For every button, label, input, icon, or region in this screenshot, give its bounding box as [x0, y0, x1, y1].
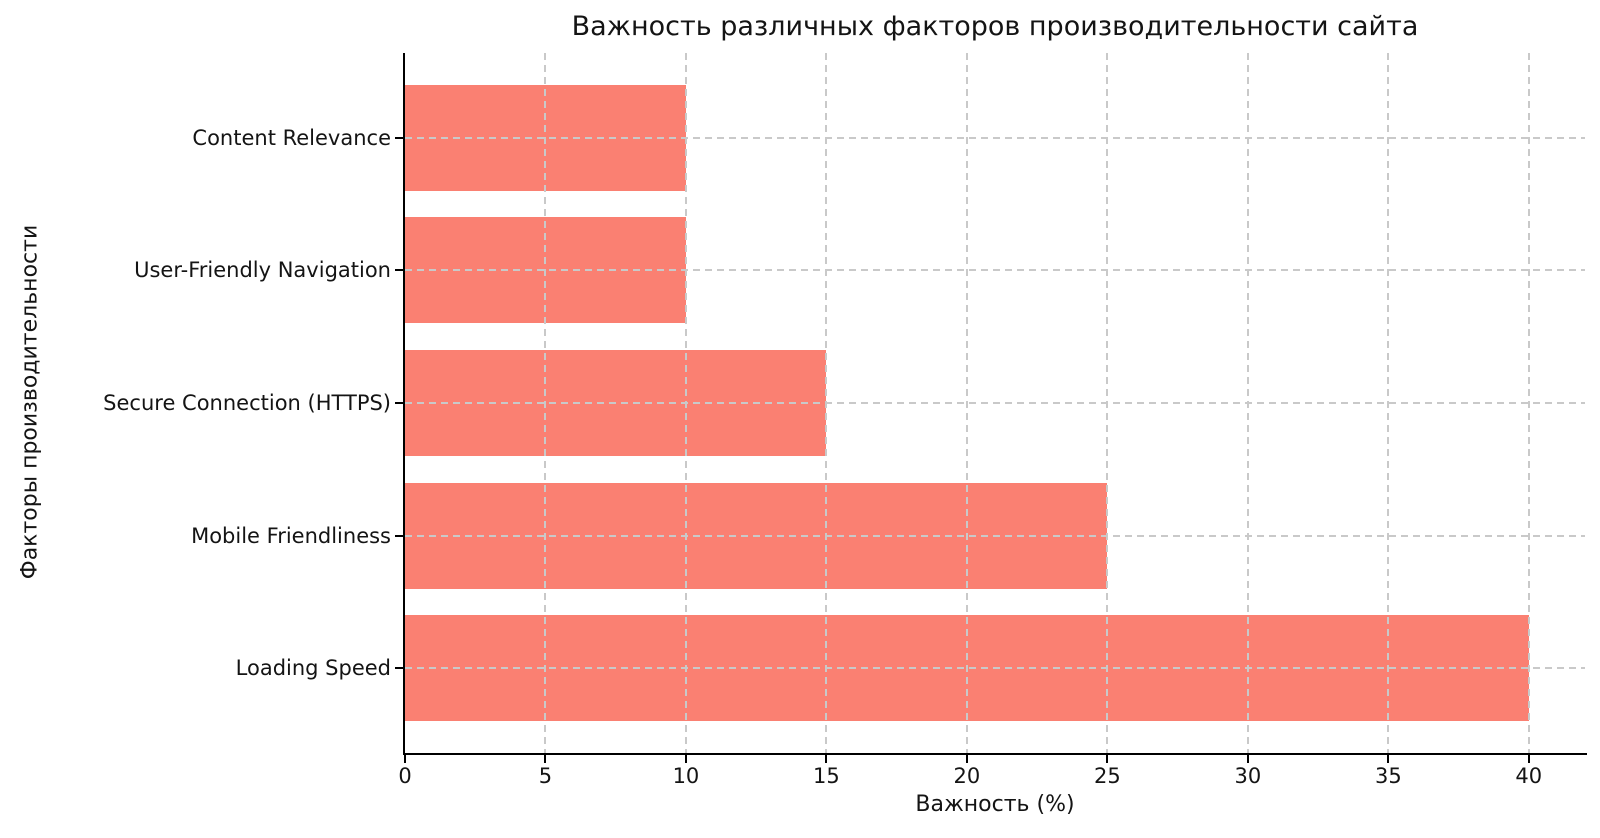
y-tick-mark [395, 402, 403, 404]
y-tick-label: Loading Speed [235, 656, 391, 681]
x-tick-label: 20 [953, 764, 981, 788]
grid-line-horizontal [405, 667, 1585, 670]
y-tick-label: Mobile Friendliness [191, 523, 391, 548]
x-tick-label: 35 [1374, 764, 1402, 788]
x-tick-label: 0 [398, 764, 412, 788]
y-tick-label: User-Friendly Navigation [134, 258, 391, 283]
plot-area [405, 53, 1585, 753]
x-tick-mark [404, 755, 406, 763]
y-tick-mark [395, 269, 403, 272]
x-tick-label: 40 [1515, 764, 1543, 788]
x-axis-spine [403, 753, 1587, 755]
y-tick-mark [395, 667, 403, 670]
y-tick-label: Secure Connection (HTTPS) [103, 391, 391, 415]
y-tick-label: Content Relevance [192, 125, 391, 150]
x-tick-mark [965, 755, 968, 763]
x-axis-label: Важность (%) [915, 792, 1075, 817]
y-axis-spine [403, 53, 405, 755]
x-tick-label: 30 [1234, 764, 1262, 788]
x-tick-mark [1246, 755, 1249, 763]
grid-line-horizontal [405, 534, 1585, 537]
grid-line-horizontal [405, 136, 1585, 139]
x-tick-mark [1527, 755, 1530, 763]
x-tick-label: 25 [1094, 764, 1121, 788]
y-tick-mark [395, 136, 403, 139]
chart-title: Важность различных факторов производител… [571, 11, 1419, 42]
grid-line-horizontal [405, 402, 1585, 404]
x-tick-mark [544, 755, 547, 763]
y-tick-mark [395, 534, 403, 537]
x-tick-label: 15 [813, 764, 840, 788]
x-tick-label: 10 [672, 764, 700, 788]
x-tick-label: 5 [538, 764, 553, 788]
x-tick-mark [684, 755, 687, 763]
x-tick-mark [1106, 755, 1109, 763]
x-tick-mark [1387, 755, 1390, 763]
x-tick-mark [825, 755, 828, 763]
grid-line-horizontal [405, 269, 1585, 272]
